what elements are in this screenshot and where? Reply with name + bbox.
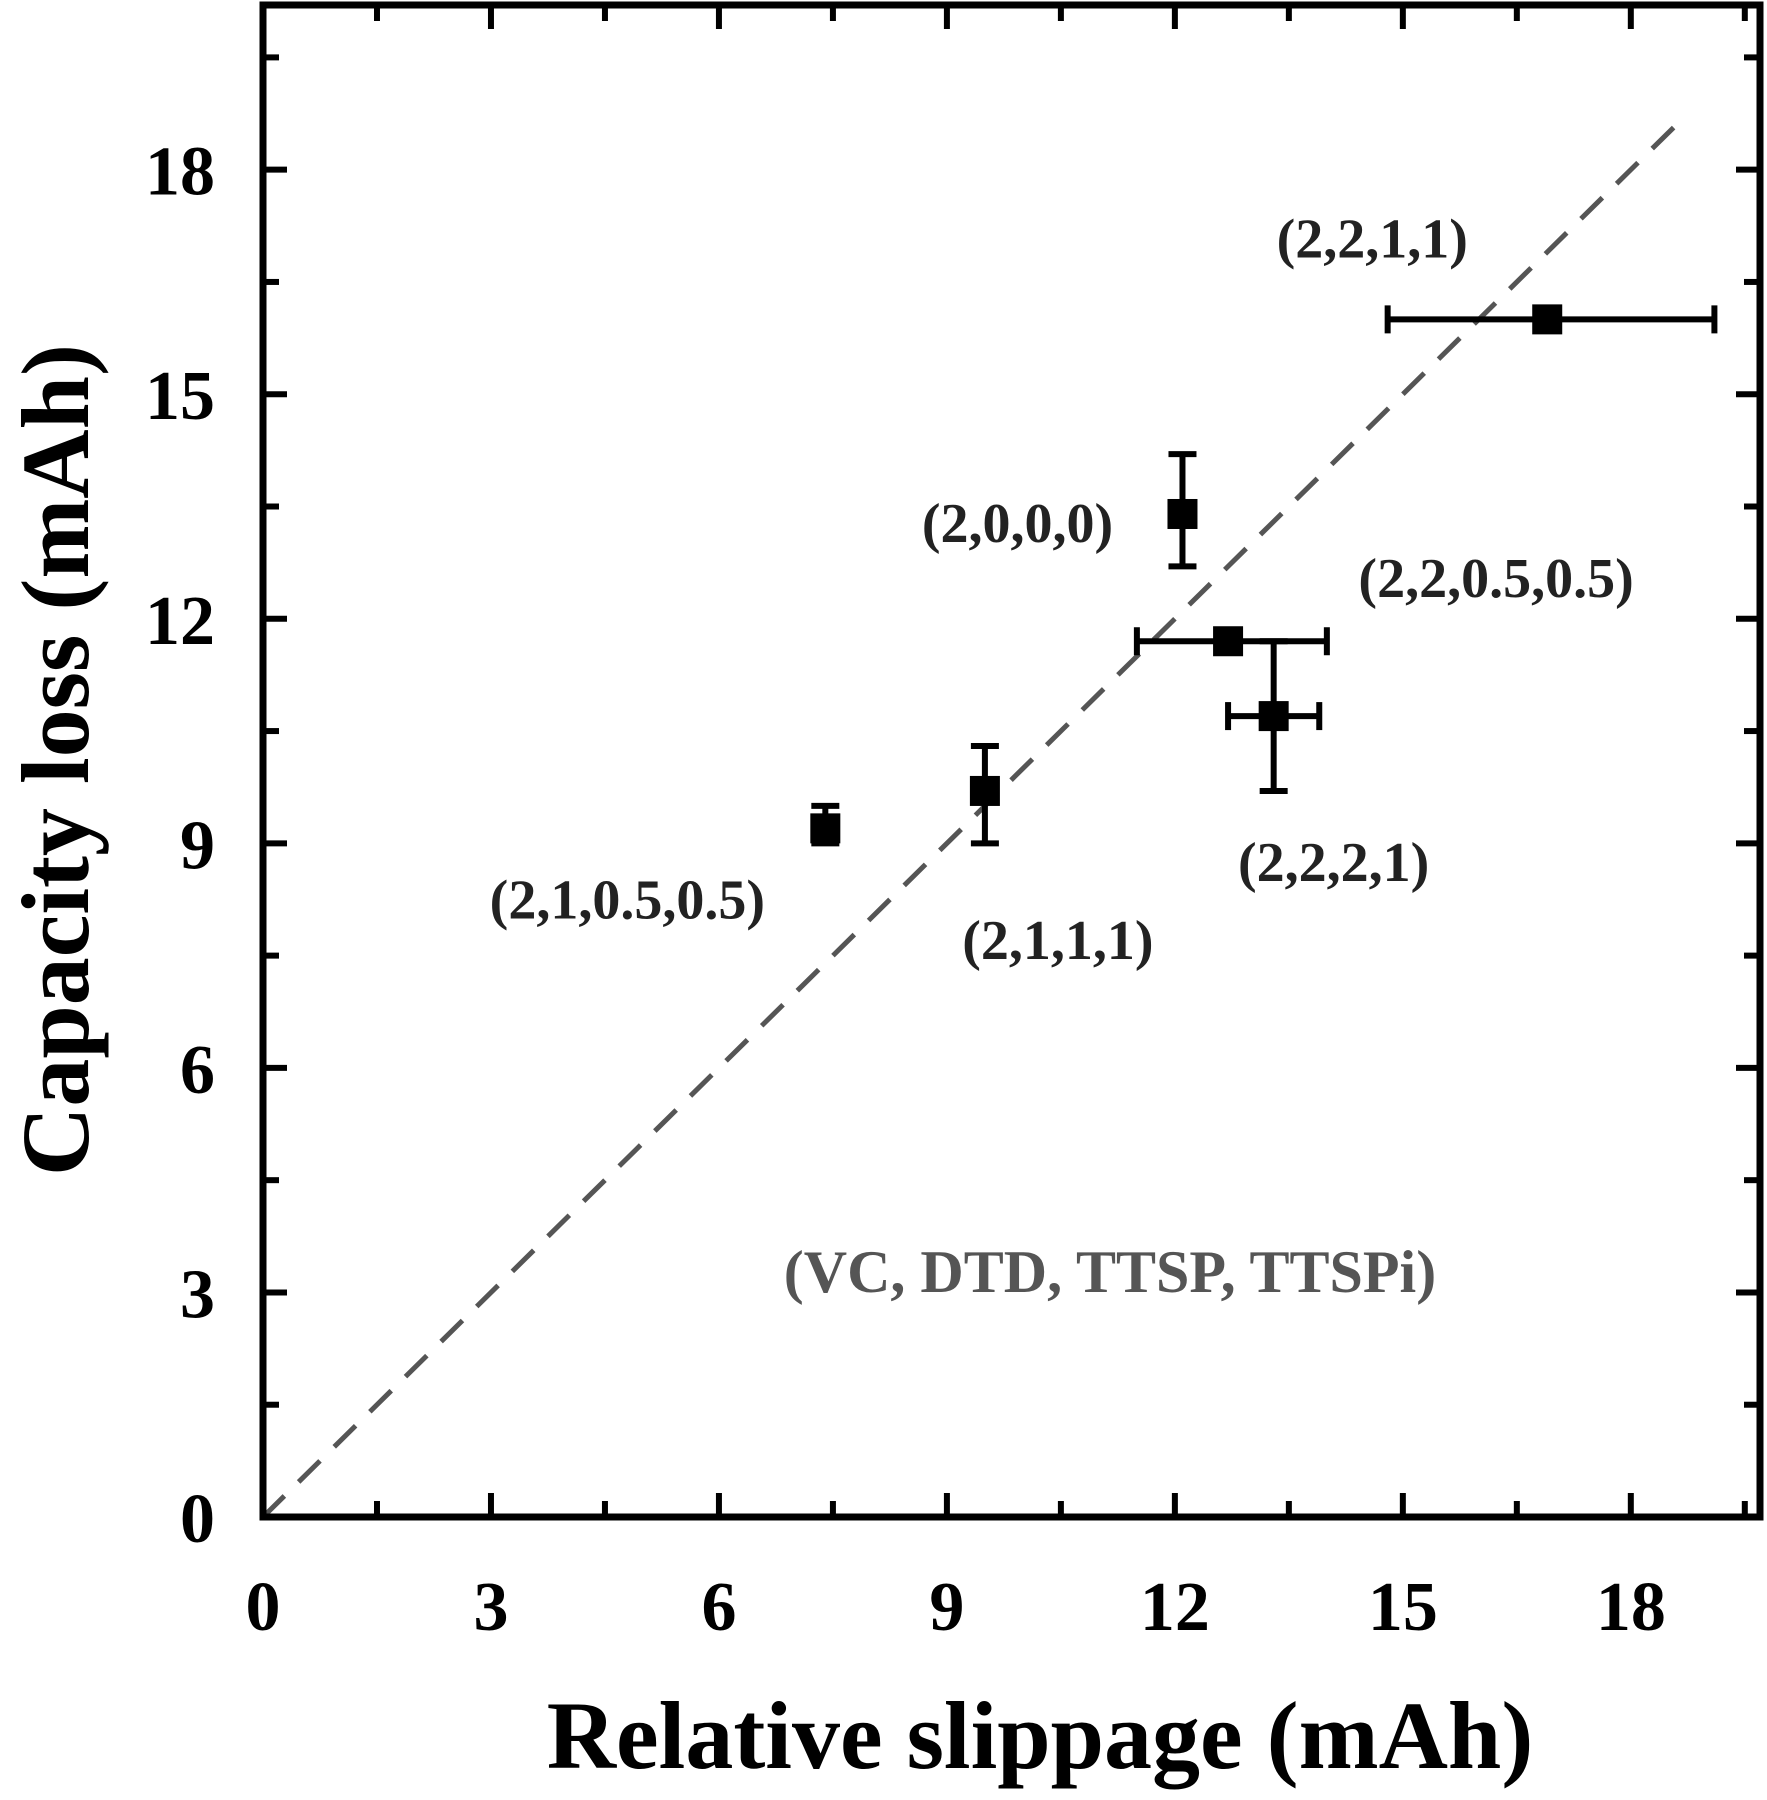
data-points-layer (810, 304, 1718, 847)
data-point-label: (2,1,1,1) (962, 910, 1153, 972)
ticks-layer: 0 3 6 9 12 15 18 0 3 6 9 12 15 18 (145, 5, 1760, 1646)
data-point-marker (1532, 304, 1563, 335)
legend-annotation: (VC, DTD, TTSP, TTSPi) (784, 1239, 1436, 1305)
y-tick-label: 3 (180, 1256, 215, 1333)
x-tick-label: 12 (1140, 1569, 1210, 1646)
y-tick-label: 6 (180, 1032, 215, 1109)
x-tick-label: 6 (701, 1569, 736, 1646)
y-tick-label: 12 (145, 583, 215, 660)
data-point-label: (2,2,0.5,0.5) (1358, 548, 1633, 610)
y-tick-label: 9 (180, 807, 215, 884)
data-point-marker (969, 775, 1000, 806)
data-point-label: (2,1,0.5,0.5) (490, 869, 765, 931)
reference-diagonal-line (261, 115, 1686, 1519)
plot-frame (259, 1, 1764, 1521)
data-point-label: (2,2,2,1) (1238, 832, 1429, 894)
data-point-marker (1258, 701, 1289, 732)
data-point-marker (1167, 498, 1198, 529)
point-labels-layer: (2,2,1,1) (2,0,0,0) (2,2,0.5,0.5) (2,2,2,1)… (490, 208, 1634, 972)
x-tick-label: 15 (1368, 1569, 1438, 1646)
data-point-label: (2,0,0,0) (922, 493, 1113, 555)
data-point-label: (2,2,1,1) (1277, 208, 1468, 270)
x-axis-title: Relative slippage (mAh) (547, 1682, 1534, 1789)
x-tick-label: 9 (929, 1569, 964, 1646)
data-point-marker (810, 813, 841, 844)
data-point-marker (1213, 626, 1244, 657)
y-tick-label: 15 (145, 358, 215, 435)
y-tick-label: 0 (180, 1481, 215, 1558)
x-tick-label: 3 (473, 1569, 508, 1646)
y-axis-title: Capacity loss (mAh) (2, 344, 109, 1176)
x-tick-label: 18 (1596, 1569, 1666, 1646)
x-tick-label: 0 (246, 1569, 281, 1646)
reference-line-layer (261, 115, 1686, 1519)
y-tick-label: 18 (145, 134, 215, 211)
